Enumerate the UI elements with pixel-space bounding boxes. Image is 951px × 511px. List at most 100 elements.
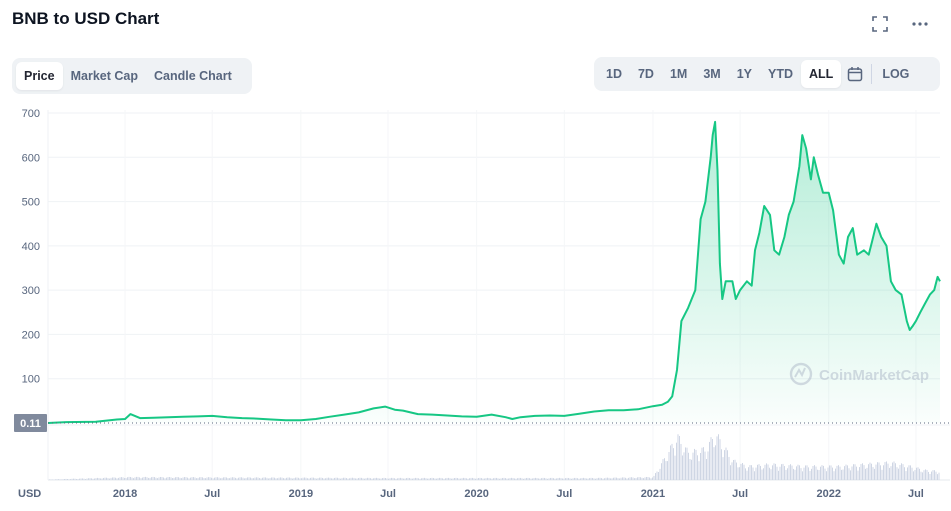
volume-bar <box>575 477 577 480</box>
volume-bar <box>787 468 788 480</box>
volume-bar <box>872 467 874 480</box>
volume-bar <box>497 478 499 480</box>
volume-bar <box>251 478 253 480</box>
volume-bar <box>562 478 563 480</box>
volume-bar <box>835 468 836 480</box>
x-tick-label: 2021 <box>641 488 665 500</box>
volume-bar <box>322 477 323 480</box>
volume-bar <box>781 464 782 480</box>
volume-bar <box>385 478 386 480</box>
volume-bar <box>881 469 883 480</box>
volume-bar <box>412 478 413 480</box>
more-icon[interactable] <box>910 16 930 36</box>
volume-bar <box>928 471 929 480</box>
tab-market-cap[interactable]: Market Cap <box>70 69 138 83</box>
volume-bar <box>511 477 512 480</box>
volume-bar <box>353 477 355 480</box>
volume-bar <box>233 477 235 480</box>
volume-bar <box>815 466 817 480</box>
volume-bar <box>164 478 166 480</box>
volume-bar <box>656 471 658 480</box>
volume-bar <box>374 477 376 480</box>
log-scale-toggle[interactable]: LOG <box>882 67 910 81</box>
volume-bar <box>599 477 601 480</box>
volume-bar <box>226 477 227 480</box>
volume-bar <box>122 477 124 480</box>
range-1y[interactable]: 1Y <box>736 67 753 81</box>
volume-bar <box>470 477 472 480</box>
volume-bar <box>490 478 491 480</box>
range-1m[interactable]: 1M <box>669 67 688 81</box>
tab-price[interactable]: Price <box>16 62 63 90</box>
volume-bar <box>847 465 848 480</box>
range-3m[interactable]: 3M <box>703 67 721 81</box>
volume-bar <box>692 452 694 480</box>
volume-bar <box>725 447 727 480</box>
volume-bar <box>809 470 811 480</box>
volume-bar <box>758 464 760 480</box>
volume-bar <box>794 469 796 480</box>
volume-bar <box>268 478 269 480</box>
volume-bar <box>191 477 193 480</box>
fullscreen-icon[interactable] <box>870 16 890 36</box>
volume-bar <box>568 477 569 480</box>
volume-bar <box>922 472 923 480</box>
volume-bar <box>212 478 214 480</box>
volume-bar <box>745 468 746 480</box>
volume-bar <box>595 478 596 480</box>
volume-bar <box>292 478 293 480</box>
y-tick-label: 100 <box>22 374 40 386</box>
volume-bar <box>200 477 202 480</box>
volume-bar <box>128 476 130 480</box>
volume-bar <box>670 445 671 480</box>
volume-layer <box>49 434 940 480</box>
volume-bar <box>634 478 635 480</box>
volume-bar <box>349 478 350 480</box>
x-tick-label: 2022 <box>816 488 840 500</box>
volume-bar <box>902 464 904 480</box>
volume-bar <box>919 468 920 480</box>
volume-bar <box>202 477 203 480</box>
volume-bar <box>58 479 59 480</box>
volume-bar <box>461 478 463 480</box>
volume-bar <box>839 466 841 480</box>
volume-bar <box>440 477 442 480</box>
volume-bar <box>116 478 118 480</box>
volume-bar <box>451 478 452 480</box>
volume-bar <box>644 477 646 480</box>
volume-bar <box>611 478 613 480</box>
range-all[interactable]: ALL <box>801 60 842 88</box>
volume-bar <box>193 477 194 480</box>
volume-bar <box>427 478 428 480</box>
volume-bar <box>703 447 704 480</box>
range-1d[interactable]: 1D <box>606 67 622 81</box>
volume-bar <box>481 478 482 480</box>
x-tick-label: 2018 <box>113 488 137 500</box>
volume-bar <box>49 479 50 480</box>
volume-bar <box>74 478 76 480</box>
volume-bar <box>823 465 824 480</box>
tab-candle-chart[interactable]: Candle Chart <box>153 69 232 83</box>
volume-bar <box>697 455 698 480</box>
volume-bar <box>365 478 367 480</box>
range-ytd[interactable]: YTD <box>768 67 794 81</box>
volume-bar <box>817 469 818 480</box>
volume-bar <box>889 467 890 480</box>
volume-bar <box>356 478 358 480</box>
volume-bar <box>610 478 611 480</box>
volume-bar <box>676 442 677 480</box>
volume-bar <box>361 477 362 480</box>
volume-bar <box>685 447 686 480</box>
volume-bar <box>934 470 935 480</box>
volume-bar <box>553 478 554 480</box>
volume-bar <box>449 478 451 480</box>
calendar-icon[interactable] <box>841 60 869 88</box>
volume-bar <box>476 478 478 480</box>
volume-bar <box>85 479 86 480</box>
volume-bar <box>706 459 707 480</box>
volume-bar <box>532 478 533 480</box>
volume-bar <box>655 473 656 480</box>
volume-bar <box>383 477 385 480</box>
range-7d[interactable]: 7D <box>637 67 654 81</box>
